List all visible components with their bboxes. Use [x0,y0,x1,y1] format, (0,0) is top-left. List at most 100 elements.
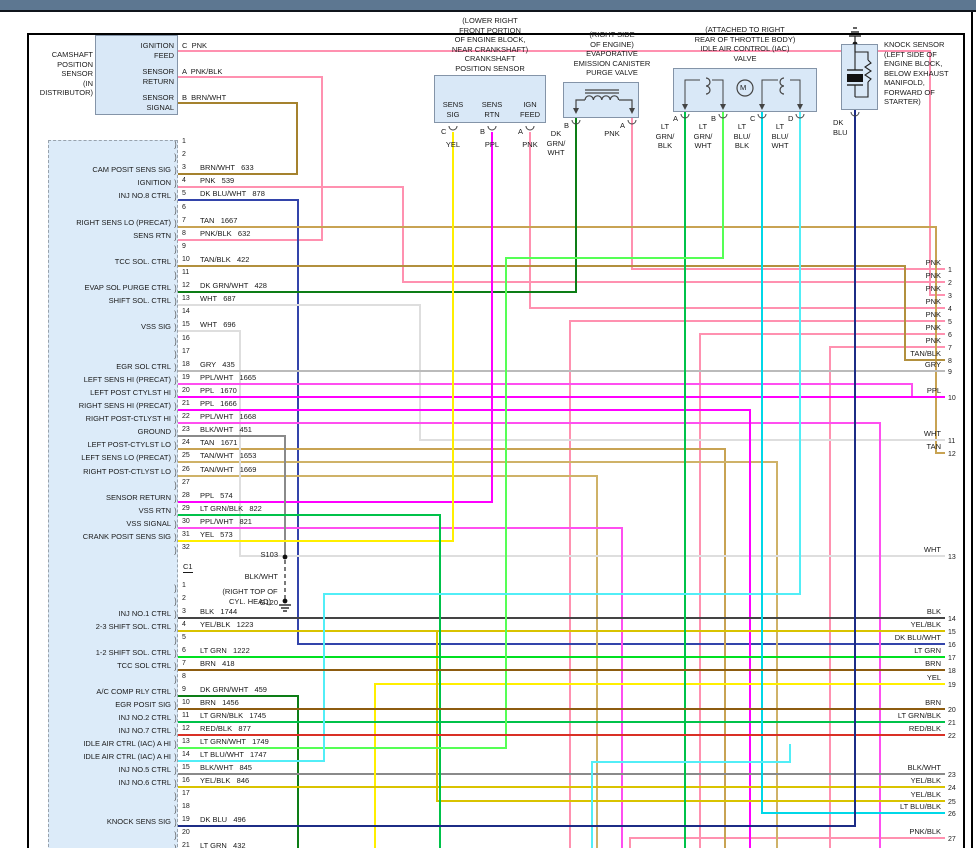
pcm-c1-pin-wire-29: LT GRN/BLK 822 [200,504,262,513]
termination-number-1: 1 [948,267,952,274]
pcm-c1-pin-wire-7: TAN 1667 [200,216,238,225]
junction-dot [282,598,288,604]
wire-segment [374,683,945,848]
pcm-c1-pin-number-25: 25 [182,452,190,459]
pcm-c2-pin-number-5: 5 [182,634,186,641]
pcm-c2-pin-wire-13: LT GRN/WHT 1749 [200,737,269,746]
pcm-c1-pin-number-8: 8 [182,230,186,237]
pcm-c1-pin-number-26: 26 [182,466,190,473]
pcm-c1-pin-bracket-21: ) [174,401,177,411]
ground-g120-label: G120 [259,598,278,607]
pcm-c2-pin-bracket-15: ) [174,765,177,775]
crank-col-label-C: SENS SIG [442,100,464,119]
pcm-c2-pin-wire-9: DK GRN/WHT 459 [200,685,267,694]
pcm-c2-pin-number-10: 10 [182,699,190,706]
pcm-c2-pin-number-2: 2 [182,595,186,602]
termination-number-3: 3 [948,293,952,300]
pcm-c1-pin-bracket-17: ) [174,349,177,359]
pcm-c1-pin-label-10: TCC SOL. CTRL [114,257,171,266]
crank-wire-label-C: YEL [445,140,461,149]
pcm-c2-pin-wire-19: DK BLU 496 [200,815,246,824]
termination-number-24: 24 [948,785,956,792]
purge-valve-box [563,82,639,118]
iac-valve-caption: (ATTACHED TO RIGHT REAR OF THROTTLE BODY… [694,25,796,63]
wire-segment [178,112,801,762]
termination-number-17: 17 [948,655,956,662]
wire-segment [699,333,945,848]
knock-wire-label: DK BLU [833,118,848,137]
iac-motor-letter: M [740,83,747,92]
pcm-c1-pin-wire-25: TAN/WHT 1653 [200,451,257,460]
termination-wire-2: PNK [925,271,941,280]
pcm-c1-pin-bracket-26: ) [174,467,177,477]
pcm-c1-pin-number-22: 22 [182,413,190,420]
termination-number-26: 26 [948,811,956,818]
termination-wire-5: PNK [925,310,941,319]
pcm-c1-pin-wire-19: PPL/WHT 1665 [200,373,257,382]
junction-dot [282,554,288,560]
pcm-c2-pin-label-12: INJ NO.7 CTRL [118,726,171,735]
pcm-c1-pin-number-1: 1 [182,138,186,145]
pcm-c1-pin-wire-10: TAN/BLK 422 [200,255,250,264]
pcm-c1-pin-bracket-3: ) [174,165,177,175]
pcm-c1-pin-label-8: SENS RTN [133,231,171,240]
pcm-c2-pin-bracket-4: ) [174,622,177,632]
pcm-c1-pin-number-16: 16 [182,335,190,342]
pcm-c1-pin-number-28: 28 [182,492,190,499]
termination-wire-15: YEL/BLK [910,620,941,629]
termination-number-4: 4 [948,306,952,313]
termination-number-11: 11 [948,438,956,445]
pcm-c1-pin-label-19: LEFT SENS HI (PRECAT) [83,375,171,384]
termination-number-14: 14 [948,616,956,623]
pcm-c1-pin-label-22: RIGHT POST-CTLYST HI [85,414,171,423]
termination-number-9: 9 [948,369,952,376]
pcm-c1-pin-wire-26: TAN/WHT 1669 [200,465,257,474]
pcm-c1-pin-bracket-16: ) [174,336,177,346]
pcm-c2-pin-bracket-1: ) [174,583,177,593]
pcm-c1-pin-bracket-1: ) [174,139,177,149]
crank-pin-letter-B: B [480,127,486,136]
wire-segment [178,514,441,848]
cam-row-label-B: SENSOR SIGNAL [142,93,174,112]
pcm-c1-pin-label-30: VSS SIGNAL [126,519,171,528]
pin-arc [487,125,497,131]
termination-wire-19: YEL [926,673,941,682]
pcm-c2-pin-wire-3: BLK 1744 [200,607,238,616]
pcm-c1-pin-bracket-4: ) [174,178,177,188]
pcm-c1-pin-bracket-18: ) [174,362,177,372]
cam-sensor-box [95,35,178,115]
termination-wire-1: PNK [925,258,941,267]
pcm-c1-pin-number-12: 12 [182,282,190,289]
pcm-c1-pin-number-6: 6 [182,204,186,211]
pcm-c2-pin-bracket-6: ) [174,648,177,658]
pcm-c2-pin-wire-4: YEL/BLK 1223 [200,620,254,629]
pcm-c2-pin-label-4: 2-3 SHIFT SOL. CTRL [95,622,171,631]
wire-segment [178,435,286,557]
purge-pin-letter-A: A [620,121,626,130]
wire-segment [436,631,945,802]
pin-arc [718,113,728,119]
pcm-c2-pin-bracket-17: ) [174,791,177,801]
pcm-c1-pin-label-26: RIGHT POST-CTLYST LO [83,467,171,476]
termination-number-12: 12 [948,451,956,458]
iac-pin-letter-D: D [788,114,794,123]
pcm-c2-pin-bracket-18: ) [174,804,177,814]
pcm-c2-pin-label-3: INJ NO.1 CTRL [118,609,171,618]
pcm-c1-pin-wire-12: DK GRN/WHT 428 [200,281,267,290]
pcm-c2-pin-bracket-2: ) [174,596,177,606]
pcm-c2-pin-wire-10: BRN 1456 [200,698,239,707]
termination-wire-27: PNK/BLK [909,827,941,836]
knock-sensor-box [841,44,878,110]
wire-segment [829,346,945,848]
wire-segment [178,527,623,848]
iac-wire-label-B: LT GRN/ WHT [693,122,713,150]
pcm-c1-pin-bracket-6: ) [174,205,177,215]
termination-number-8: 8 [948,358,952,365]
purge-wire-label-A: PNK [604,129,620,138]
pcm-c2-pin-bracket-11: ) [174,713,177,723]
pcm-c1-pin-wire-3: BRN/WHT 633 [200,163,254,172]
pcm-c1-pin-number-21: 21 [182,400,190,407]
wire-segment [178,304,945,441]
crank-col-label-B: SENS RTN [481,100,503,119]
wire-segment [178,50,945,296]
